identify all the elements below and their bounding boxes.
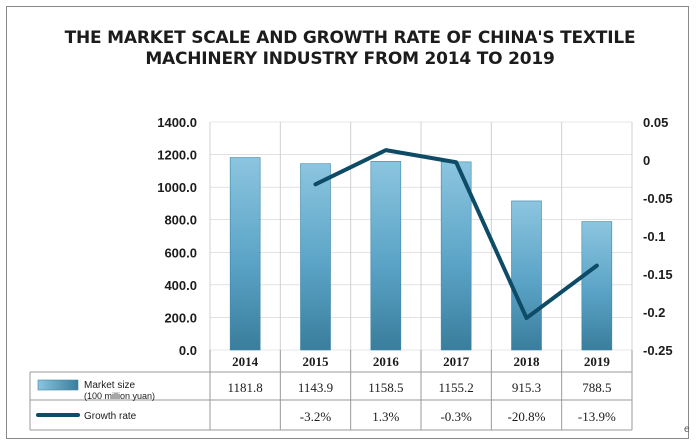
data-label-market-size: 1181.8	[228, 380, 263, 395]
bar	[300, 163, 331, 351]
y-left-tick-label: 600.0	[164, 245, 197, 260]
y-right-tick-label: -0.15	[643, 267, 673, 282]
x-tick-label: 2016	[373, 354, 400, 369]
x-tick-label: 2018	[514, 354, 541, 369]
bar	[511, 200, 542, 351]
chart-title-line-1: THE MARKET SCALE AND GROWTH RATE OF CHIN…	[64, 28, 636, 48]
data-label-growth-rate: -3.2%	[300, 409, 332, 424]
data-label-market-size: 1155.2	[439, 380, 474, 395]
y-right-tick-label: -0.25	[643, 343, 673, 358]
data-label-market-size: 1143.9	[298, 380, 333, 395]
chart-title-line-2: MACHINERY INDUSTRY FROM 2014 TO 2019	[145, 49, 555, 69]
y-right-tick-label: 0.05	[643, 115, 668, 130]
data-label-market-size: 915.3	[512, 380, 541, 395]
y-left-tick-label: 1400.0	[157, 115, 197, 130]
legend-label-market-size: Market size	[84, 380, 136, 391]
bar	[229, 157, 261, 351]
x-tick-label: 2014	[232, 354, 259, 369]
legend-swatch-market-size	[37, 379, 79, 391]
data-label-growth-rate: -20.8%	[508, 409, 546, 424]
y-left-tick-label: 200.0	[164, 310, 197, 325]
data-label-growth-rate: 1.3%	[372, 409, 399, 424]
x-tick-label: 2015	[303, 354, 330, 369]
y-right-tick-label: -0.2	[643, 305, 665, 320]
y-right-tick-label: -0.05	[643, 191, 673, 206]
y-left-tick-label: 1200.0	[157, 148, 197, 163]
chart-frame	[6, 6, 689, 439]
y-left-tick-label: 0.0	[179, 343, 197, 358]
bar	[440, 161, 472, 351]
data-label-growth-rate: -13.9%	[578, 409, 616, 424]
y-left-tick-label: 400.0	[164, 278, 197, 293]
bar	[370, 161, 402, 351]
legend-sublabel-market-size: (100 million yuan)	[84, 391, 155, 401]
bar	[581, 221, 613, 351]
y-right-tick-label: -0.1	[643, 229, 665, 244]
data-label-growth-rate: -0.3%	[440, 409, 472, 424]
y-left-tick-label: 800.0	[164, 213, 197, 228]
y-right-tick-label: 0	[643, 153, 650, 168]
x-tick-label: 2017	[443, 354, 470, 369]
data-label-market-size: 1158.5	[368, 380, 403, 395]
data-label-market-size: 788.5	[582, 380, 611, 395]
y-left-tick-label: 1000.0	[157, 180, 197, 195]
x-tick-label: 2019	[584, 354, 611, 369]
legend-label-growth-rate: Growth rate	[84, 411, 137, 422]
corner-mark: e	[684, 424, 690, 435]
chart-title: THE MARKET SCALE AND GROWTH RATE OF CHIN…	[0, 28, 700, 70]
